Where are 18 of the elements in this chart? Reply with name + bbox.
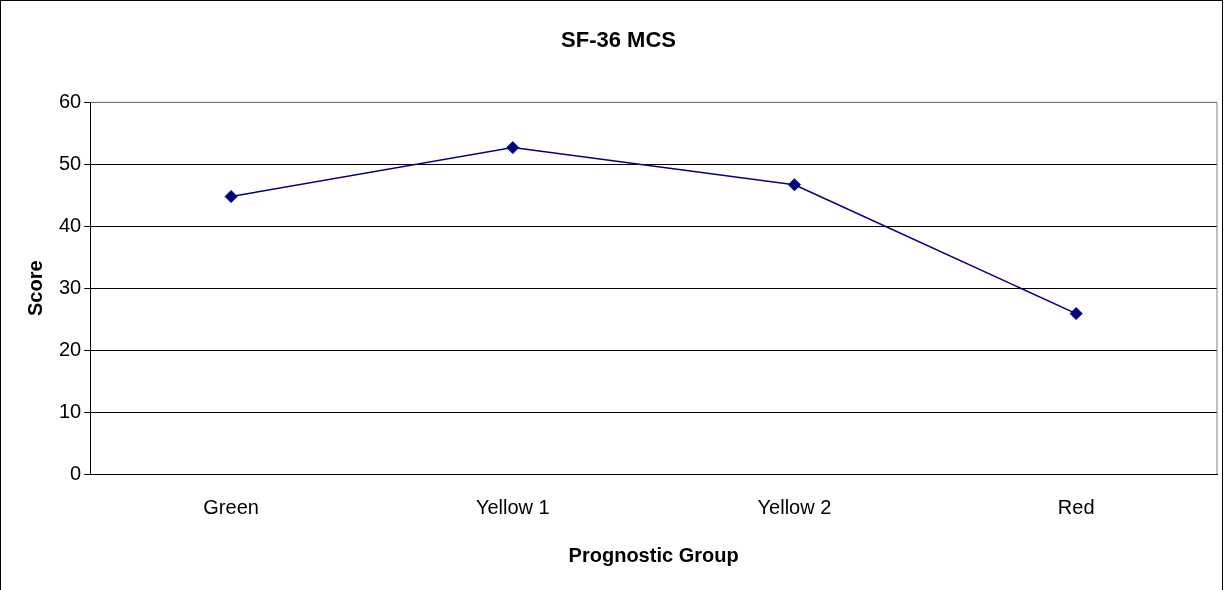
- x-axis-title: Prognostic Group: [568, 543, 739, 566]
- chart-title: SF-36 MCS: [561, 27, 676, 53]
- x-tick-label: Yellow 1: [475, 495, 550, 518]
- point: [787, 178, 801, 192]
- y-tick-label: 0: [70, 461, 82, 484]
- x-tick-label: Yellow 2: [757, 495, 832, 518]
- point: [1069, 307, 1083, 321]
- point: [506, 141, 520, 155]
- point: [224, 190, 238, 204]
- x-tick-label: Green: [203, 495, 259, 518]
- y-tick-label: 50: [59, 151, 82, 174]
- y-axis-title: Score: [23, 260, 46, 316]
- x-tick-label: Red: [1057, 495, 1095, 518]
- y-tick-label: 30: [59, 275, 82, 298]
- y-tick-label: 20: [59, 337, 82, 360]
- y-tick-label: 60: [59, 89, 82, 112]
- y-tick-label: 40: [59, 213, 82, 236]
- y-tick-label: 10: [59, 399, 82, 422]
